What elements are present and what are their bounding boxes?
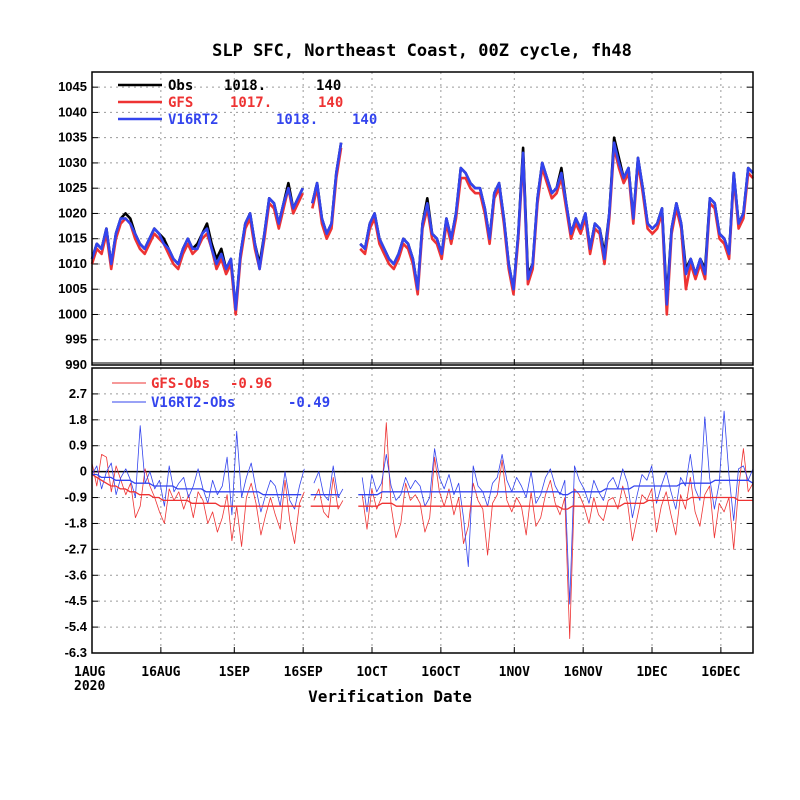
bottom-legend: GFS-Obs -0.96 V16RT2-Obs -0.49 <box>112 376 330 411</box>
bot-series-v16rt2-obs-running-mean <box>92 473 754 496</box>
x-tick-label: 1SEP <box>219 665 250 680</box>
chart-title: SLP SFC, Northeast Coast, 00Z cycle, fh4… <box>212 41 632 61</box>
legend-mean-obs: 1018. <box>224 78 266 94</box>
bot-series-v16rt2-obs <box>91 410 754 605</box>
top-panel-frame <box>91 71 754 366</box>
x-tick-label: 16OCT <box>421 665 460 680</box>
top-ytick-label: 995 <box>65 332 87 347</box>
legend-name-v16rt2: V16RT2 <box>168 112 219 128</box>
bot-ytick-label: 2.7 <box>69 386 87 401</box>
bottom-panel-frame <box>91 367 754 654</box>
x-tick-label: 16AUG <box>141 665 180 680</box>
legend-count-v16rt2: 140 <box>352 112 377 128</box>
top-ytick-label: 1015 <box>58 231 87 246</box>
legend-count-obs: 140 <box>316 78 341 94</box>
legend-name-gfs-obs: GFS-Obs <box>151 376 210 392</box>
bot-ytick-label: 1.8 <box>69 412 87 427</box>
legend-mean-gfs-obs: -0.96 <box>230 376 272 392</box>
top-ytick-label: 1035 <box>58 130 87 145</box>
bot-ytick-label: -3.6 <box>65 567 87 582</box>
legend-name-v16rt2-obs: V16RT2-Obs <box>151 395 235 411</box>
bot-ytick-label: 0 <box>80 464 87 479</box>
legend-name-gfs: GFS <box>168 95 193 111</box>
bot-ytick-label: -1.8 <box>65 515 87 530</box>
top-ytick-label: 990 <box>65 357 87 372</box>
top-ytick-label: 1005 <box>58 281 87 296</box>
top-ytick-label: 1045 <box>58 79 87 94</box>
legend-mean-gfs: 1017. <box>230 95 272 111</box>
bot-series-gfs-obs <box>91 422 754 639</box>
top-ytick-label: 1030 <box>58 155 87 170</box>
legend-mean-v16rt2: 1018. <box>276 112 318 128</box>
bot-ytick-label: -6.3 <box>65 645 87 660</box>
x-tick-label: 16SEP <box>284 665 323 680</box>
top-ytick-label: 1025 <box>58 180 87 195</box>
top-ytick-label: 1020 <box>58 205 87 220</box>
x-tick-label: 16DEC <box>701 665 740 680</box>
bot-ytick-label: -0.9 <box>65 490 87 505</box>
top-series-v16rt2 <box>90 141 754 311</box>
bot-ytick-label: -4.5 <box>65 593 87 608</box>
legend-count-gfs: 140 <box>318 95 343 111</box>
legend-mean-v16rt2-obs: -0.49 <box>288 395 330 411</box>
bottom-panel: -6.3 -5.4 -4.5 -3.6 -2.7 -1.8 -0.9 0 0.9 1.8 2.7 G… <box>65 367 754 660</box>
top-ytick-label: 1000 <box>58 306 87 321</box>
bot-series-gfs-obs-running-mean <box>91 473 753 510</box>
x-axis-label: Verification Date <box>308 687 472 706</box>
top-panel: 990 995 1000 1005 1010 1015 1020 1025 1030 1035 10… <box>58 71 754 372</box>
x-tick-label: 1NOV <box>499 665 530 680</box>
bot-ytick-label: -5.4 <box>65 619 88 634</box>
x-tick-label: 1AUG <box>74 665 105 680</box>
x-tick-label: 1OCT <box>356 665 387 680</box>
legend-name-obs: Obs <box>168 78 193 94</box>
top-ytick-label: 1040 <box>58 104 87 119</box>
x-tick-label: 1DEC <box>636 665 667 680</box>
x-axis-year: 2020 <box>74 679 105 694</box>
top-ytick-label: 1010 <box>58 256 87 271</box>
x-tick-label: 16NOV <box>564 665 603 680</box>
bot-ytick-label: -2.7 <box>65 541 87 556</box>
bot-ytick-label: 0.9 <box>69 438 87 453</box>
x-axis: 1AUG 16AUG 1SEP 16SEP 1OCT 16OCT 1NOV 16NOV 1DEC… <box>74 359 740 680</box>
